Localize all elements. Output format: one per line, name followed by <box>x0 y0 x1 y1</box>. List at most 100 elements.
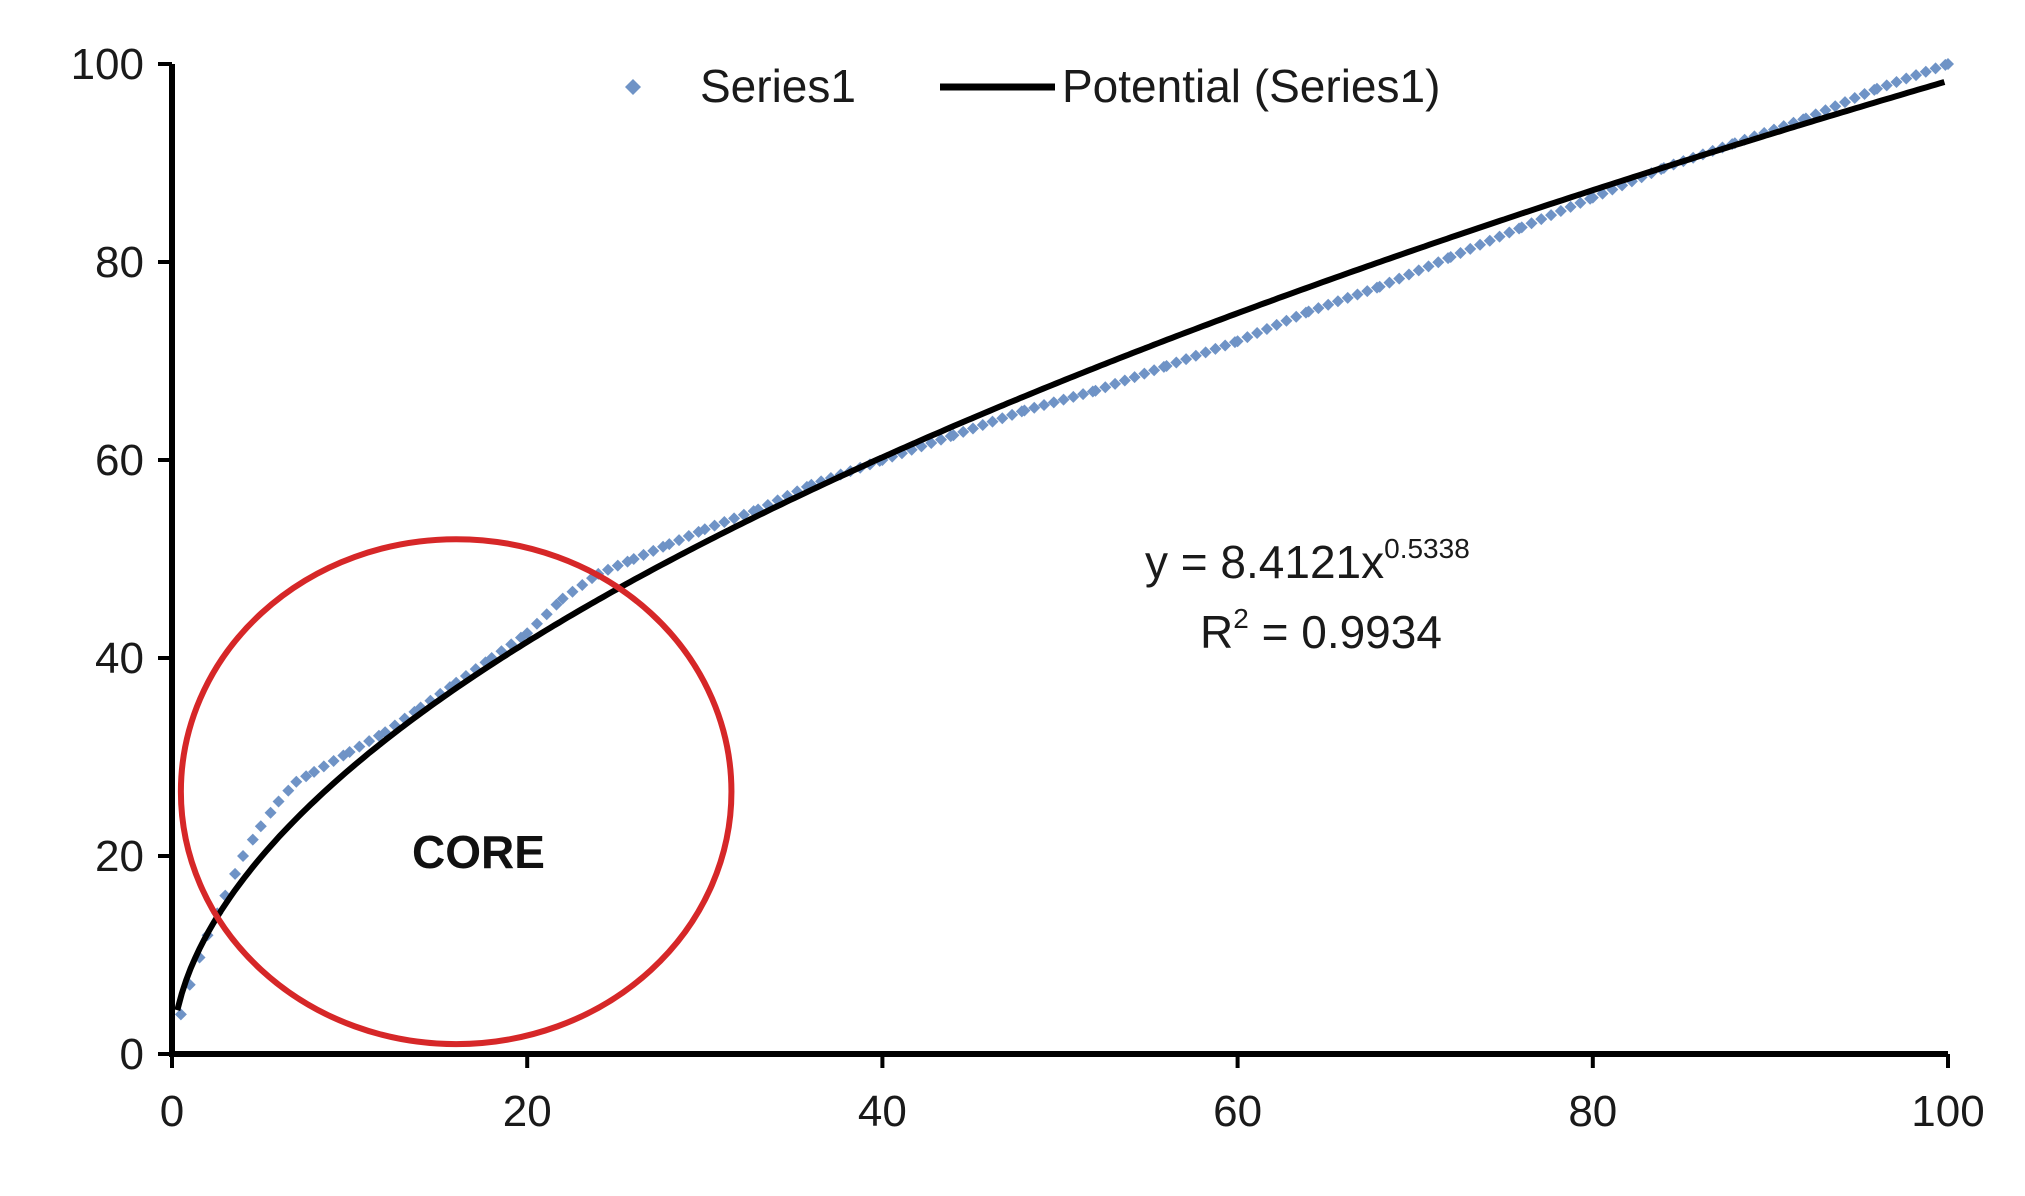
chart-axes <box>169 64 1948 1057</box>
series1-point <box>966 422 979 435</box>
series1-point <box>611 559 624 572</box>
series1-point <box>1047 396 1060 409</box>
series1-point <box>1819 104 1832 117</box>
series1-point <box>1432 256 1445 269</box>
series1-point <box>1929 62 1942 75</box>
series1-point <box>1900 72 1913 85</box>
core-label: CORE <box>412 826 545 878</box>
legend-label-trendline: Potential (Series1) <box>1062 60 1440 112</box>
x-tick-label: 40 <box>858 1087 907 1136</box>
series1-point <box>1545 209 1558 222</box>
series1-point <box>1361 285 1374 298</box>
series1-point <box>1160 359 1173 372</box>
series1-point <box>1493 230 1506 243</box>
series1-point <box>1260 322 1273 335</box>
series1-point <box>229 867 242 880</box>
series1-point <box>1199 346 1212 359</box>
series1-point <box>718 516 731 529</box>
series1-point <box>1209 342 1222 355</box>
series1-point <box>1412 264 1425 277</box>
series1-point <box>682 529 695 542</box>
series1-point <box>1910 69 1923 82</box>
series1-point <box>1454 246 1467 259</box>
series1-point <box>1848 92 1861 105</box>
series1-point <box>673 534 686 547</box>
series1-point <box>1402 268 1415 281</box>
series1-point <box>698 523 711 536</box>
legend-marker-series1 <box>625 79 641 95</box>
series1-point <box>1942 58 1954 70</box>
series1-point <box>1219 339 1232 352</box>
series1-point <box>1322 298 1335 311</box>
y-tick-label: 100 <box>71 40 144 89</box>
series1-point <box>246 833 259 846</box>
series1-point <box>602 563 615 576</box>
series1-point <box>1383 276 1396 289</box>
series1-point <box>556 592 569 605</box>
series1-point <box>1148 364 1161 377</box>
series1-point <box>317 760 330 773</box>
series1-point <box>627 553 640 565</box>
series1-point <box>1006 408 1019 421</box>
series1-point <box>1170 356 1183 369</box>
series1-point <box>343 746 356 759</box>
core-circle <box>177 536 735 1048</box>
series1-point <box>728 512 741 525</box>
series1-point <box>290 775 303 788</box>
series1-point <box>986 415 999 428</box>
series1-point <box>1890 75 1903 88</box>
series1-point <box>996 412 1009 425</box>
x-tick-label: 20 <box>503 1087 552 1136</box>
y-tick-label: 40 <box>95 634 144 683</box>
r-squared-text: R2 = 0.9934 <box>1200 603 1442 658</box>
series1-point <box>1312 302 1325 315</box>
trendline-equation: y = 8.4121x0.5338 R2 = 0.9934 <box>1145 533 1470 658</box>
legend-label-series1: Series1 <box>700 60 856 112</box>
series1-point <box>1118 374 1131 387</box>
series1-point <box>272 795 285 808</box>
series1-point <box>1373 280 1386 293</box>
y-tick-label: 20 <box>95 832 144 881</box>
y-tick-label: 0 <box>120 1030 144 1079</box>
series1-point <box>550 598 563 611</box>
series1-point <box>1028 401 1041 414</box>
series1-point <box>1858 87 1871 100</box>
series1-point <box>1525 217 1538 230</box>
series1-point <box>1231 335 1244 348</box>
series1-point <box>1838 96 1851 109</box>
series1-point <box>363 735 376 748</box>
series1-point <box>935 433 948 446</box>
series1-point <box>530 617 543 630</box>
series1-point <box>976 419 989 432</box>
series1-point <box>1474 238 1487 251</box>
series1-point <box>1089 384 1102 397</box>
series1-point <box>1341 291 1354 304</box>
series1-point <box>174 1008 187 1021</box>
series1-point <box>1444 251 1457 264</box>
series1-point <box>1515 221 1528 234</box>
series1-point <box>1099 381 1112 394</box>
series1-point <box>1393 272 1406 285</box>
series1-point <box>1180 353 1193 366</box>
series1-point <box>1057 393 1070 406</box>
series1-point <box>264 806 277 819</box>
series1-point <box>576 578 589 591</box>
series1-point <box>237 850 250 862</box>
series1-point <box>540 608 553 621</box>
series1-point <box>353 740 366 753</box>
series1-point <box>254 820 267 833</box>
equation-text: y = 8.4121x0.5338 <box>1145 533 1470 588</box>
x-tick-label: 60 <box>1213 1087 1262 1136</box>
y-tick-label: 80 <box>95 238 144 287</box>
series1-point <box>1919 65 1932 78</box>
series1-point <box>1880 79 1893 92</box>
series1-point <box>663 538 676 551</box>
series1-point <box>1241 331 1254 344</box>
series1-point <box>647 544 660 557</box>
series1-point <box>1574 196 1587 209</box>
trendline-path <box>174 79 1946 1011</box>
series1-point <box>300 770 313 783</box>
series1-point <box>1564 200 1577 213</box>
x-tick-label: 80 <box>1568 1087 1617 1136</box>
series1-point <box>1302 305 1315 318</box>
